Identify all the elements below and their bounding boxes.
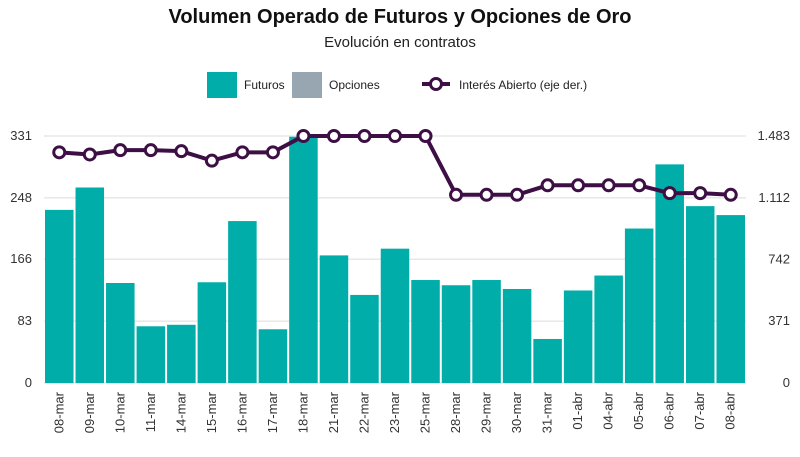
point-interes-abierto xyxy=(113,143,128,158)
bar-futuros xyxy=(106,283,135,383)
bar-futuros xyxy=(624,228,654,383)
point-interes-abierto xyxy=(662,186,677,201)
y-right-tick-label: 742 xyxy=(768,251,790,266)
y-left-tick-label: 331 xyxy=(10,128,32,143)
bar-futuros xyxy=(594,275,623,383)
point-interes-abierto xyxy=(693,186,708,201)
point-interes-abierto xyxy=(540,178,555,193)
point-interes-abierto xyxy=(143,143,158,158)
x-tick-label: 15-mar xyxy=(204,391,219,433)
chart-subtitle: Evolución en contratos xyxy=(324,34,476,51)
x-tick-label: 11-mar xyxy=(143,391,158,432)
point-interes-abierto xyxy=(510,187,525,202)
point-interes-abierto xyxy=(723,187,738,202)
point-interes-abierto xyxy=(204,153,219,168)
point-interes-abierto xyxy=(235,145,250,160)
y-left-tick-label: 0 xyxy=(25,375,32,390)
y-right-tick-label: 0 xyxy=(783,375,790,390)
legend-opciones-label: Opciones xyxy=(329,78,380,92)
y-left-tick-label: 248 xyxy=(10,190,32,205)
x-tick-label: 28-mar xyxy=(448,391,463,433)
y-left-tick-label: 83 xyxy=(18,313,32,328)
x-tick-label: 18-mar xyxy=(295,391,310,433)
x-tick-label: 01-abr xyxy=(570,391,585,429)
y-right-tick-label: 1.483 xyxy=(757,128,790,143)
point-interes-abierto xyxy=(174,144,189,159)
bar-futuros xyxy=(655,164,684,383)
x-tick-label: 16-mar xyxy=(234,391,249,433)
point-interes-abierto xyxy=(265,145,280,160)
bar-futuros xyxy=(136,326,166,383)
point-interes-abierto xyxy=(449,187,464,202)
legend-interes-abierto-label: Interés Abierto (eje der.) xyxy=(459,78,587,92)
bar-futuros xyxy=(502,288,532,383)
point-interes-abierto xyxy=(388,129,402,143)
x-tick-label: 10-mar xyxy=(112,391,127,433)
legend-interes-abierto-marker xyxy=(429,77,443,91)
bar-futuros xyxy=(45,209,74,383)
x-tick-label: 21-mar xyxy=(326,391,341,433)
bar-futuros xyxy=(167,324,196,383)
point-interes-abierto xyxy=(52,145,67,160)
point-interes-abierto xyxy=(357,129,372,143)
bar-futuros xyxy=(289,136,318,383)
point-interes-abierto xyxy=(479,187,494,202)
x-tick-label: 14-mar xyxy=(173,391,188,433)
legend-futuros-label: Futuros xyxy=(244,78,285,92)
x-tick-label: 29-mar xyxy=(479,391,494,433)
point-interes-abierto xyxy=(601,178,616,193)
x-tick-label: 04-abr xyxy=(601,391,616,429)
x-tick-label: 22-mar xyxy=(356,391,371,433)
bar-futuros xyxy=(350,294,379,383)
x-tick-label: 25-mar xyxy=(418,391,433,433)
point-interes-abierto xyxy=(571,178,586,193)
bar-futuros xyxy=(258,329,288,383)
x-tick-label: 31-mar xyxy=(540,391,555,433)
x-tick-label: 08-mar xyxy=(51,391,66,433)
x-tick-label: 06-abr xyxy=(662,391,677,429)
point-interes-abierto xyxy=(296,129,311,143)
y-right-tick-label: 1.112 xyxy=(758,190,790,205)
x-tick-label: 17-mar xyxy=(265,391,280,433)
bar-futuros xyxy=(228,221,257,383)
y-left-tick-label: 166 xyxy=(10,251,32,266)
point-interes-abierto xyxy=(418,129,433,143)
bar-futuros xyxy=(319,255,349,383)
line-interes-abierto xyxy=(59,134,731,197)
bar-futuros xyxy=(533,338,562,383)
x-tick-label: 30-mar xyxy=(509,391,524,433)
y-right-tick-label: 371 xyxy=(768,313,790,328)
point-interes-abierto xyxy=(632,178,647,193)
bar-futuros xyxy=(75,187,105,383)
x-tick-label: 23-mar xyxy=(387,391,402,433)
bar-futuros xyxy=(685,206,715,383)
bar-futuros xyxy=(472,280,501,383)
point-interes-abierto xyxy=(326,129,341,143)
x-tick-label: 07-abr xyxy=(692,391,707,429)
bar-futuros xyxy=(441,285,471,383)
x-tick-label: 05-abr xyxy=(631,391,646,429)
legend-futuros-swatch xyxy=(207,72,237,98)
bar-futuros xyxy=(197,282,227,383)
bar-futuros xyxy=(411,280,440,383)
x-tick-label: 09-mar xyxy=(82,391,97,433)
x-tick-label: 08-abr xyxy=(723,391,738,429)
chart-title: Volumen Operado de Futuros y Opciones de… xyxy=(168,6,632,28)
legend-opciones-swatch xyxy=(292,72,322,98)
bar-futuros xyxy=(563,290,593,383)
bar-futuros xyxy=(380,248,410,383)
point-interes-abierto xyxy=(82,147,97,162)
bar-futuros xyxy=(716,215,745,383)
